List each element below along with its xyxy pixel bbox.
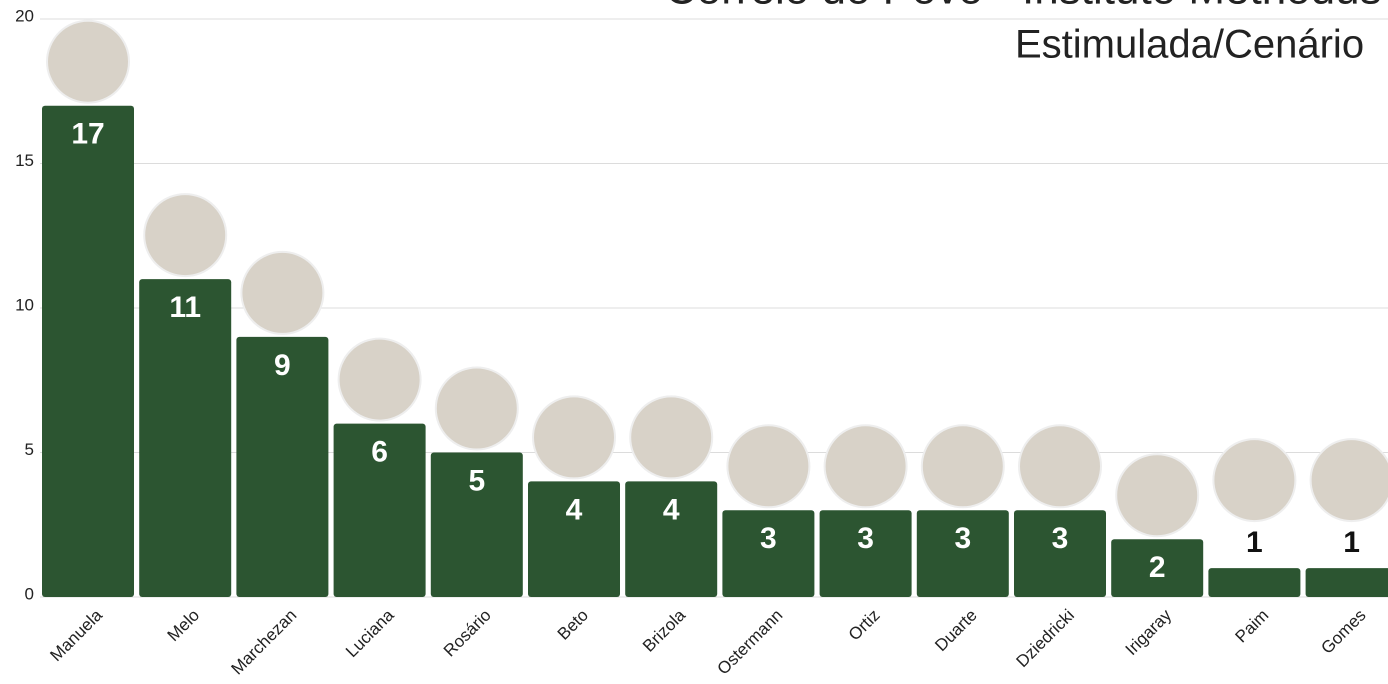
- y-tick-label: 15: [15, 151, 34, 170]
- chart-title: Correio do Povo - Instituto Methodus: [665, 0, 1382, 14]
- y-tick-label: 10: [15, 295, 34, 314]
- value-label: 11: [169, 291, 201, 324]
- x-tick-label: Marchezan: [227, 606, 300, 679]
- value-label: 3: [1052, 522, 1069, 555]
- value-label: 3: [954, 522, 971, 555]
- value-label: 4: [663, 493, 680, 526]
- x-tick-label: Brizola: [639, 605, 690, 656]
- x-tick-label: Beto: [554, 606, 592, 644]
- x-tick-label: Ostermann: [714, 606, 787, 679]
- x-tick-label: Paim: [1232, 606, 1273, 647]
- value-label: 2: [1149, 551, 1166, 584]
- candidate-photo: [533, 396, 615, 478]
- bar: [42, 106, 134, 597]
- candidate-photo: [1019, 425, 1101, 507]
- candidate-photo: [727, 425, 809, 507]
- candidate-photo: [1311, 439, 1388, 521]
- x-tick-label: Luciana: [342, 605, 398, 661]
- x-tick-label: Manuela: [46, 605, 106, 665]
- value-label: 1: [1343, 526, 1360, 559]
- x-tick-label: Dziedricki: [1012, 606, 1078, 672]
- x-tick-label: Duarte: [931, 606, 981, 656]
- candidate-photo: [339, 339, 421, 421]
- value-label: 9: [274, 349, 291, 382]
- candidate-photo: [630, 396, 712, 478]
- candidate-photo: [825, 425, 907, 507]
- y-tick-label: 5: [25, 440, 34, 459]
- value-label: 4: [566, 493, 583, 526]
- bar: [1306, 568, 1388, 597]
- candidate-photo: [47, 21, 129, 103]
- candidate-photo: [1116, 454, 1198, 536]
- value-label: 17: [71, 118, 104, 151]
- candidate-photo: [144, 194, 226, 276]
- bar: [1208, 568, 1300, 597]
- x-tick-label: Rosário: [440, 606, 495, 661]
- y-tick-label: 20: [15, 6, 34, 25]
- page: {"chart_data": {"type": "bar", "title": …: [0, 0, 1388, 684]
- value-label: 6: [371, 436, 388, 469]
- candidate-photo: [436, 368, 518, 450]
- x-tick-label: Ortiz: [845, 606, 884, 645]
- candidate-photo: [922, 425, 1004, 507]
- y-tick-label: 0: [25, 584, 34, 603]
- x-tick-label: Gomes: [1317, 606, 1369, 658]
- x-tick-label: Melo: [164, 606, 203, 645]
- value-label: 5: [468, 464, 485, 497]
- candidate-photo: [241, 252, 323, 334]
- value-label: 3: [857, 522, 874, 555]
- candidate-photo: [1213, 439, 1295, 521]
- chart: Correio do Povo - Instituto Methodus Est…: [0, 0, 1388, 684]
- chart-subtitle: Estimulada/Cenário: [1015, 23, 1364, 67]
- bar: [139, 279, 231, 597]
- value-label: 1: [1246, 526, 1263, 559]
- value-label: 3: [760, 522, 777, 555]
- x-tick-label: Irigaray: [1122, 605, 1176, 659]
